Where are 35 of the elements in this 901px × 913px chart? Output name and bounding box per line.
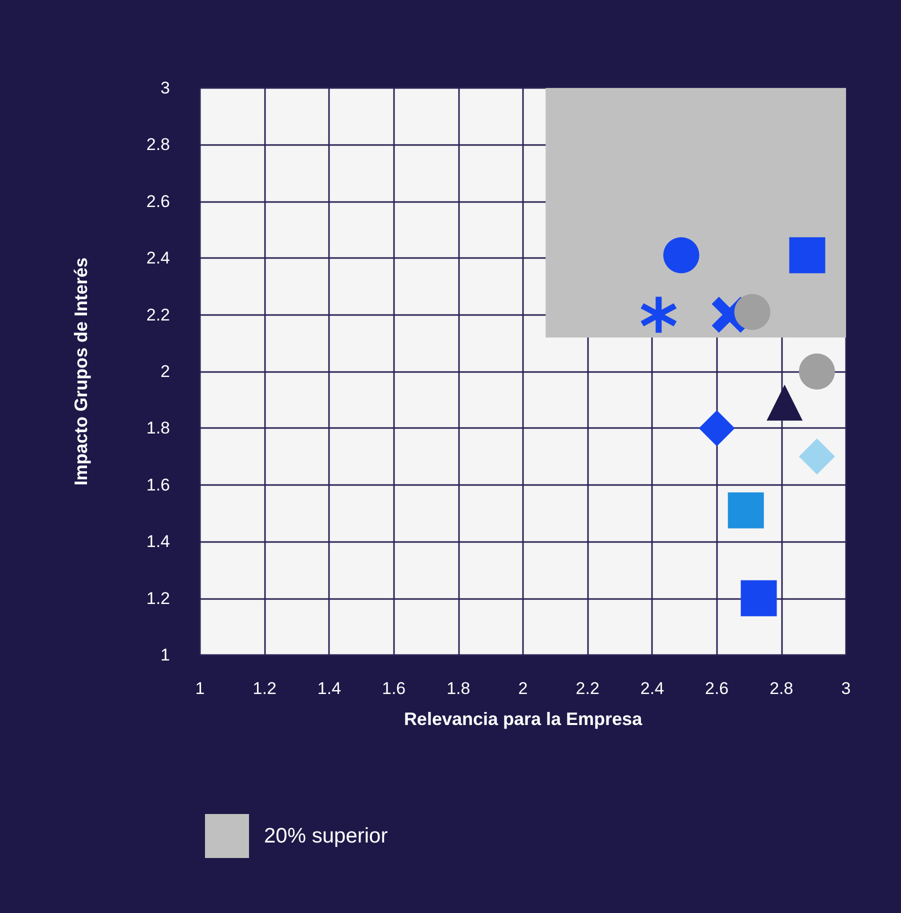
point: [789, 237, 826, 274]
y-tick-label: 2: [160, 362, 170, 381]
point: [698, 410, 735, 446]
point: [798, 354, 835, 390]
x-tick-label: 1.6: [382, 679, 406, 698]
x-tick-label: 2.2: [576, 679, 600, 698]
y-tick-label: 2.6: [146, 192, 170, 211]
x-tick-label: 3: [841, 679, 851, 698]
x-tick-label: 2.4: [640, 679, 664, 698]
x-tick-label: 1.4: [317, 679, 342, 698]
legend-label: 20% superior: [264, 824, 388, 848]
point: [663, 237, 700, 274]
y-tick-label: 3: [160, 78, 170, 98]
x-tick-label: 2.8: [770, 679, 794, 698]
y-tick-label: 2.2: [146, 305, 170, 324]
x-axis-title: Relevancia para la Empresa: [404, 709, 644, 729]
point: [766, 384, 803, 421]
x-tick-label: 1.8: [446, 679, 470, 698]
y-tick-label: 2.4: [146, 248, 170, 268]
point: [640, 296, 677, 333]
y-tick-label: 1.4: [146, 532, 170, 552]
point: [740, 580, 777, 616]
y-tick-label: 2.8: [146, 135, 170, 154]
y-tick-label: 1.2: [146, 588, 170, 608]
y-axis-title: Impacto Grupos de Interés: [71, 257, 91, 486]
x-tick-label: 2: [518, 679, 528, 698]
y-tick-label: 1.8: [146, 418, 170, 438]
x-tick-label: 1: [195, 679, 205, 698]
point: [728, 492, 764, 528]
y-tick-label: 1: [160, 646, 170, 664]
y-tick-label: 1.6: [146, 475, 170, 494]
point: [798, 438, 835, 475]
point: [734, 294, 770, 330]
x-tick-label: 2.6: [704, 679, 729, 698]
x-tick-label: 1.2: [252, 679, 276, 698]
